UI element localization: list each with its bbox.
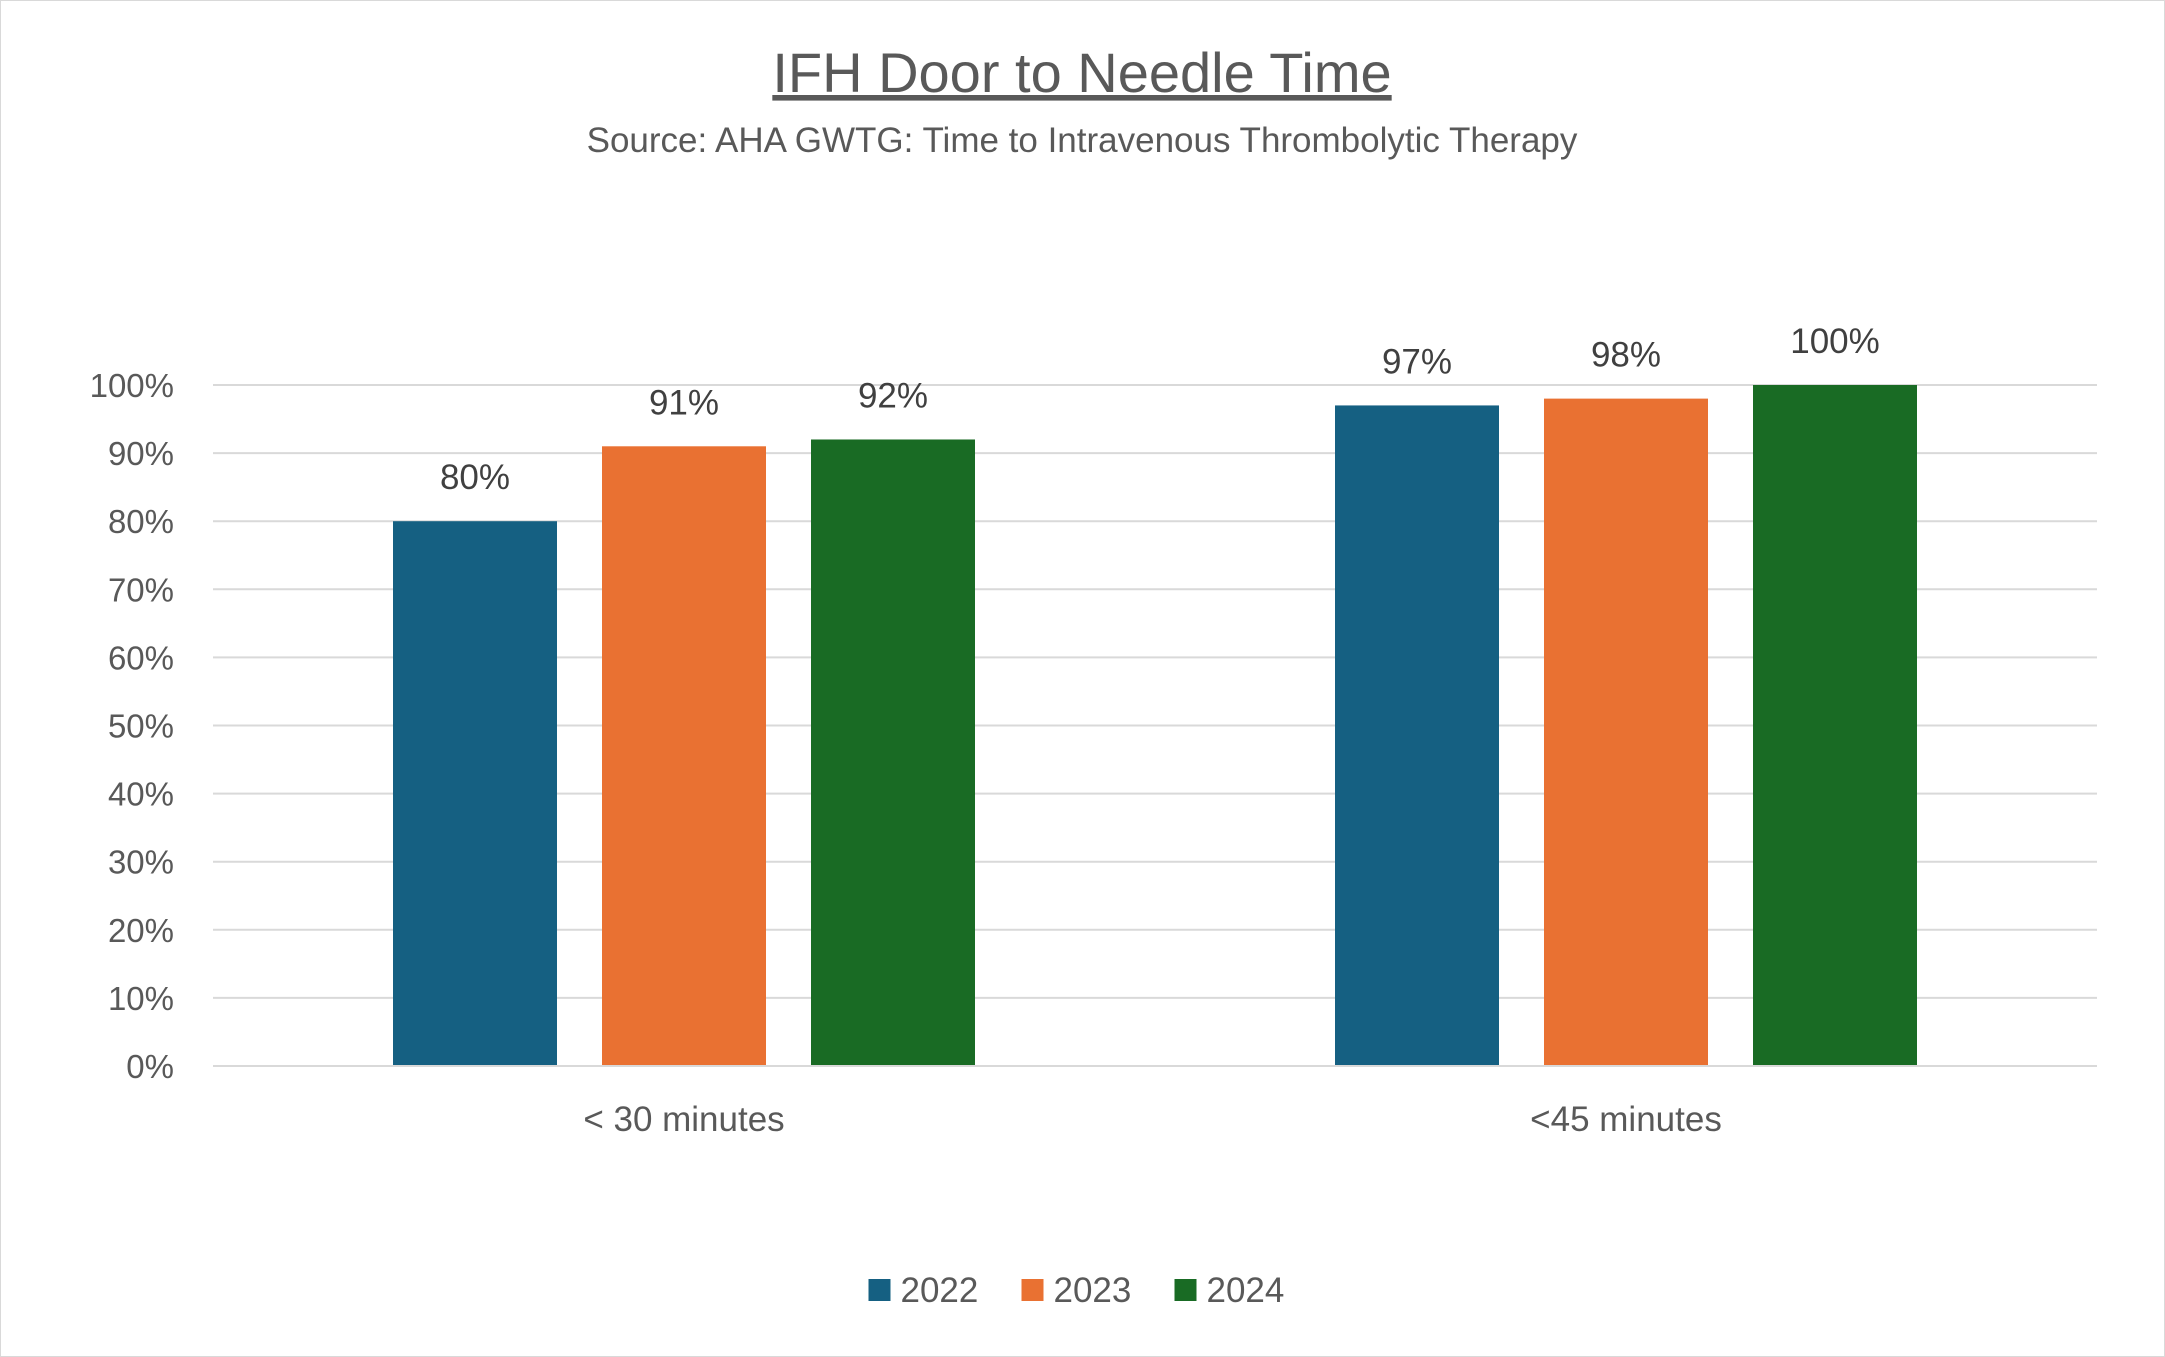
y-tick-label: 20% xyxy=(108,912,174,949)
y-tick-label: 70% xyxy=(108,571,174,608)
y-tick-label: 80% xyxy=(108,503,174,540)
legend-label: 2022 xyxy=(901,1271,979,1310)
data-label: 80% xyxy=(440,458,510,497)
data-label: 91% xyxy=(649,383,719,422)
bar-2023-0 xyxy=(602,446,766,1066)
y-tick-label: 0% xyxy=(126,1048,174,1085)
x-axis: < 30 minutes <45 minutes xyxy=(213,1065,2097,1139)
bar-2024-1 xyxy=(1753,385,1917,1066)
y-tick-label: 100% xyxy=(90,367,174,404)
y-tick-label: 10% xyxy=(108,980,174,1017)
y-tick-label: 40% xyxy=(108,776,174,813)
data-label: 92% xyxy=(858,376,928,415)
y-tick-label: 60% xyxy=(108,639,174,676)
legend-swatch xyxy=(1021,1279,1044,1301)
y-tick-label: 90% xyxy=(108,435,174,472)
data-label: 97% xyxy=(1382,342,1452,381)
data-labels: 80% 91% 92% 97% 98% 100% xyxy=(440,322,1880,497)
data-label: 98% xyxy=(1591,336,1661,375)
y-axis: 0% 10% 20% 30% 40% 50% 60% 70% 80% 90% 100% xyxy=(90,367,174,1085)
data-label: 100% xyxy=(1790,322,1880,361)
bar-2022-0 xyxy=(393,521,557,1066)
x-category-label: < 30 minutes xyxy=(583,1100,784,1139)
legend-swatch xyxy=(868,1279,891,1301)
bar-2024-0 xyxy=(811,439,975,1067)
bar-2022-1 xyxy=(1335,405,1499,1066)
legend-label: 2023 xyxy=(1054,1271,1132,1310)
legend-swatch xyxy=(1174,1279,1197,1301)
x-category-label: <45 minutes xyxy=(1530,1100,1722,1139)
y-tick-label: 30% xyxy=(108,844,174,881)
y-tick-label: 50% xyxy=(108,708,174,745)
chart-title: IFH Door to Needle Time xyxy=(772,41,1391,104)
legend: 2022 2023 2024 xyxy=(868,1271,1285,1310)
legend-label: 2024 xyxy=(1207,1271,1285,1310)
bar-2023-1 xyxy=(1544,398,1708,1066)
chart-subtitle: Source: AHA GWTG: Time to Intravenous Th… xyxy=(587,121,1578,160)
bars xyxy=(393,385,1917,1067)
